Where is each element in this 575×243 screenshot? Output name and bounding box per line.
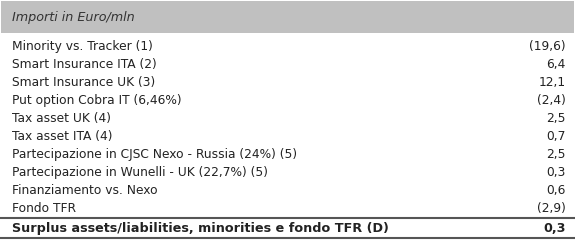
Text: Tax asset ITA (4): Tax asset ITA (4) [12,130,113,143]
Text: 0,6: 0,6 [546,184,566,198]
FancyBboxPatch shape [1,1,574,33]
Text: 0,7: 0,7 [546,130,566,143]
Text: Partecipazione in CJSC Nexo - Russia (24%) (5): Partecipazione in CJSC Nexo - Russia (24… [12,148,297,161]
Text: (19,6): (19,6) [529,40,566,53]
Text: (2,9): (2,9) [537,202,566,216]
Text: Partecipazione in Wunelli - UK (22,7%) (5): Partecipazione in Wunelli - UK (22,7%) (… [12,166,268,179]
Text: 6,4: 6,4 [546,58,566,71]
Text: Surplus assets/liabilities, minorities e fondo TFR (D): Surplus assets/liabilities, minorities e… [12,222,389,235]
Text: (2,4): (2,4) [537,94,566,107]
Text: Tax asset UK (4): Tax asset UK (4) [12,113,111,125]
Text: Smart Insurance ITA (2): Smart Insurance ITA (2) [12,58,157,71]
Text: Put option Cobra IT (6,46%): Put option Cobra IT (6,46%) [12,94,182,107]
Text: Smart Insurance UK (3): Smart Insurance UK (3) [12,76,155,89]
Text: 0,3: 0,3 [546,166,566,179]
Text: Finanziamento vs. Nexo: Finanziamento vs. Nexo [12,184,158,198]
Text: Importi in Euro/mln: Importi in Euro/mln [12,10,135,24]
Text: 2,5: 2,5 [546,113,566,125]
Text: Minority vs. Tracker (1): Minority vs. Tracker (1) [12,40,153,53]
Text: 2,5: 2,5 [546,148,566,161]
Text: Fondo TFR: Fondo TFR [12,202,76,216]
Text: 0,3: 0,3 [543,222,566,235]
Text: 12,1: 12,1 [539,76,566,89]
